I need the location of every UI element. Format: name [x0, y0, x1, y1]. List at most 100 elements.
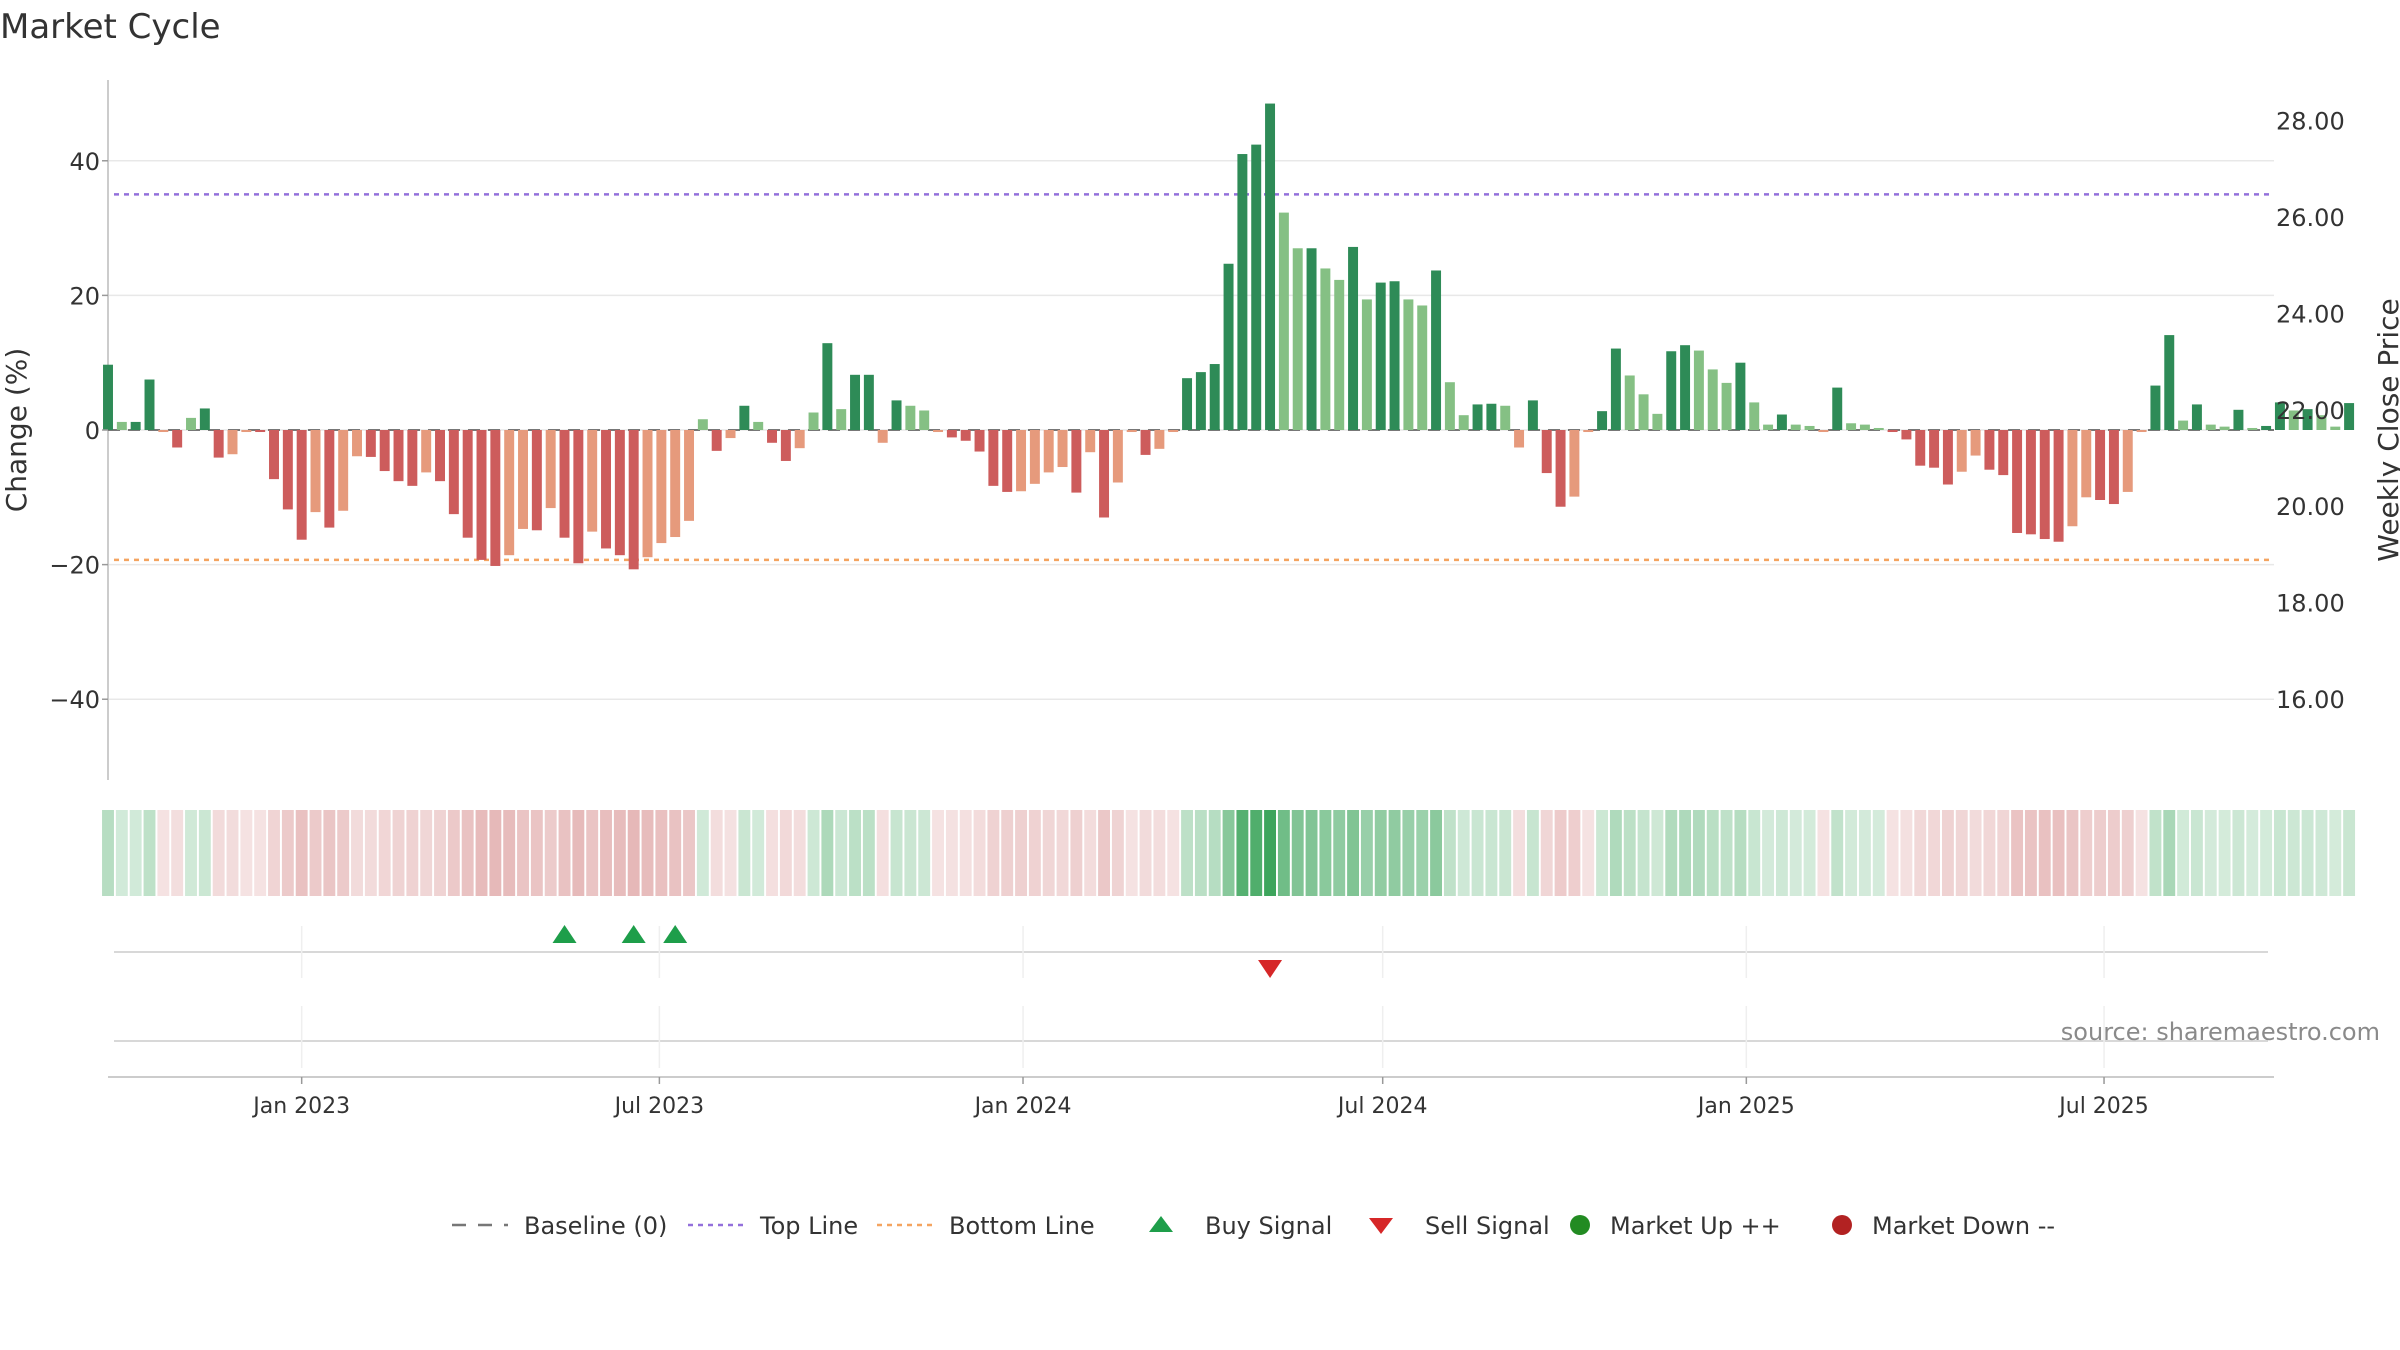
change-bar: [1389, 281, 1400, 430]
heat-cell: [2177, 810, 2190, 896]
heat-cell: [1139, 810, 1152, 896]
change-bar: [545, 430, 556, 509]
change-bar: [2164, 335, 2175, 430]
heat-cell: [655, 810, 668, 896]
heat-cell: [2135, 810, 2148, 896]
legend-buy-icon: [1149, 1216, 1173, 1232]
change-bar: [1956, 430, 1967, 472]
change-bar: [227, 430, 238, 455]
change-bar: [601, 430, 612, 549]
change-bar: [1472, 404, 1483, 430]
change-bar: [269, 430, 279, 480]
heat-cell: [752, 810, 765, 896]
heat-cell: [185, 810, 197, 896]
change-bar: [1348, 246, 1359, 430]
y-right-tick-label: 24.00: [2276, 300, 2345, 328]
change-bar: [504, 430, 515, 556]
change-bar: [2302, 409, 2313, 430]
change-bar: [476, 430, 487, 560]
source-credit: source: sharemaestro.com: [2061, 1018, 2380, 1046]
change-bar: [2191, 404, 2202, 430]
change-bar: [144, 379, 155, 430]
heat-cell: [724, 810, 737, 896]
change-bar: [1016, 430, 1027, 492]
heat-cell: [613, 810, 626, 896]
heat-cell: [1665, 810, 1678, 896]
heat-cell: [1374, 810, 1387, 896]
change-bar: [531, 430, 542, 531]
change-bar: [103, 364, 113, 430]
heat-cell: [2301, 810, 2314, 896]
heat-cell: [1471, 810, 1484, 896]
legend-item: Baseline (0): [452, 1212, 667, 1240]
change-bar: [282, 430, 293, 510]
heat-cell: [1734, 810, 1747, 896]
heat-cell: [1554, 810, 1567, 896]
change-bar: [767, 430, 778, 443]
legend-item: Sell Signal: [1369, 1212, 1550, 1240]
heat-cell: [102, 810, 114, 896]
heat-cell: [309, 810, 322, 896]
heat-cell: [2287, 810, 2300, 896]
heat-cell: [641, 810, 654, 896]
heat-cell: [627, 810, 640, 896]
heat-cell: [1236, 810, 1249, 896]
change-bar: [158, 430, 169, 433]
change-bar: [1998, 430, 2009, 476]
change-bar: [1361, 299, 1372, 430]
heat-cell: [447, 810, 460, 896]
heat-cell: [2218, 810, 2231, 896]
change-bar: [2330, 426, 2341, 430]
change-bar: [1555, 430, 1566, 507]
change-bar: [1265, 103, 1276, 431]
heat-cell: [1789, 810, 1802, 896]
heat-cell: [503, 810, 516, 896]
x-tick-label: Jul 2025: [2057, 1094, 2149, 1119]
heat-cell: [475, 810, 488, 896]
heat-cell: [2315, 810, 2328, 896]
heat-cell: [489, 810, 502, 896]
change-bar: [753, 421, 764, 430]
change-bar: [628, 430, 639, 570]
change-bar: [1417, 305, 1428, 430]
change-bar: [2081, 430, 2092, 498]
change-bar: [1195, 372, 1206, 430]
change-bar: [1680, 345, 1691, 430]
heat-cell: [1153, 810, 1166, 896]
change-bar: [1818, 430, 1829, 433]
change-bar: [1071, 430, 1082, 493]
signal-panel: [114, 925, 2268, 1068]
heat-cell: [2232, 810, 2245, 896]
change-bar: [2344, 403, 2355, 430]
change-bar: [186, 417, 196, 430]
change-bar: [365, 430, 376, 457]
change-bar: [1500, 405, 1511, 430]
change-bar: [946, 430, 957, 438]
heat-cell: [1679, 810, 1692, 896]
change-bar: [448, 430, 459, 515]
heat-cell: [1125, 810, 1138, 896]
change-bar: [2012, 430, 2023, 533]
change-bar: [1514, 430, 1525, 448]
heat-cell: [1250, 810, 1263, 896]
change-bar: [1970, 430, 1981, 456]
legend-label: Market Down --: [1872, 1212, 2055, 1240]
change-bar: [1444, 382, 1455, 430]
heat-cell: [2273, 810, 2286, 896]
heat-cell: [1388, 810, 1401, 896]
heat-cell: [198, 810, 211, 896]
y-right-tick-label: 28.00: [2276, 107, 2345, 135]
heat-cell: [2121, 810, 2134, 896]
change-bar: [697, 419, 708, 430]
change-bar: [822, 343, 833, 430]
heat-cell: [2329, 810, 2342, 896]
heat-cell: [1485, 810, 1498, 896]
heat-cell: [1969, 810, 1982, 896]
heat-cell: [392, 810, 405, 896]
y-right-tick-label: 22.00: [2276, 397, 2345, 425]
heat-cell: [323, 810, 336, 896]
cycle-heat-strip: [102, 810, 2356, 896]
change-bar: [1126, 430, 1137, 433]
y-right-tick-label: 18.00: [2276, 590, 2345, 618]
change-bar: [1112, 430, 1123, 483]
